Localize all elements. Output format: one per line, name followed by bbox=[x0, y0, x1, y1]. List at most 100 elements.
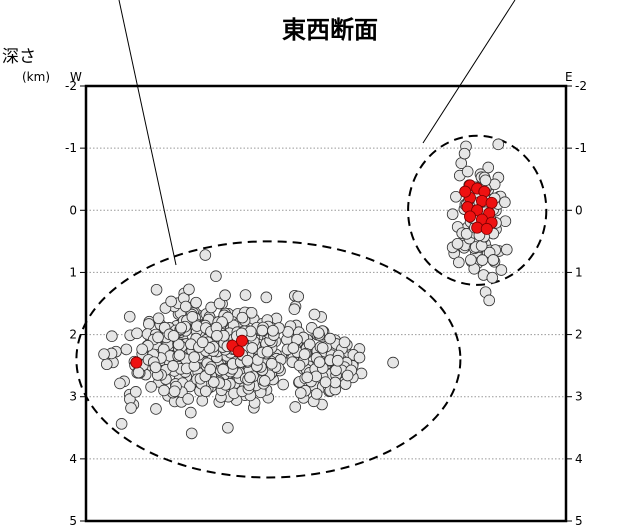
hypocenter-point bbox=[301, 371, 314, 384]
y-tick-label-left: 0 bbox=[69, 203, 77, 217]
hypocenter-point bbox=[167, 330, 180, 342]
y-tick-label-left: -2 bbox=[65, 79, 77, 93]
hypocenter-point bbox=[245, 306, 258, 319]
hypocenter-point bbox=[353, 351, 366, 364]
hypocenter-point bbox=[190, 296, 202, 309]
y-tick-label-right: -1 bbox=[575, 141, 587, 155]
y-tick-label-left: 3 bbox=[69, 390, 77, 404]
hypocenter-point bbox=[246, 342, 259, 354]
depth-label: 深さ bbox=[2, 47, 36, 67]
hypocenter-point bbox=[167, 360, 179, 372]
hypocenter-point bbox=[298, 348, 311, 361]
hypocenter-point bbox=[341, 369, 354, 382]
hypocenter-point bbox=[204, 363, 216, 376]
highlighted-hypocenter-point bbox=[480, 222, 493, 235]
hypocenter-point bbox=[210, 270, 222, 283]
hypocenter-point bbox=[487, 254, 500, 266]
hypocenter-point bbox=[186, 311, 199, 323]
hypocenter-point bbox=[120, 343, 133, 356]
hypocenter-point bbox=[261, 345, 274, 358]
hypocenter-point bbox=[267, 324, 279, 337]
hypocenter-point bbox=[313, 356, 326, 368]
hypocenter-point bbox=[115, 418, 128, 430]
y-tick-label-right: 0 bbox=[575, 203, 583, 217]
cluster-outline-ellipse bbox=[75, 240, 462, 479]
hypocenter-point bbox=[330, 364, 342, 377]
y-tick-label-right: 3 bbox=[575, 390, 583, 404]
hypocenter-points bbox=[98, 138, 513, 440]
tick-labels: -2 -2 -1 -1 0 0 1 1 2 2 3 3 4 4 5 5 bbox=[65, 79, 587, 528]
highlighted-hypocenter-point bbox=[459, 185, 472, 198]
hypocenter-point bbox=[479, 174, 492, 187]
hypocenter-point bbox=[277, 378, 290, 391]
hypocenter-point bbox=[114, 377, 126, 390]
hypocenter-point bbox=[219, 289, 231, 302]
hypocenter-point bbox=[451, 237, 464, 250]
hypocenter-point bbox=[461, 165, 474, 178]
highlighted-hypocenter-point bbox=[463, 210, 476, 223]
hypocenter-point bbox=[486, 271, 499, 284]
y-tick-label-right: 1 bbox=[575, 265, 583, 279]
hypocenter-point bbox=[239, 289, 252, 301]
hypocenter-point bbox=[465, 254, 477, 266]
hypocenter-point bbox=[387, 356, 399, 369]
hypocenter-point bbox=[150, 403, 162, 415]
y-tick-label-right: 5 bbox=[575, 514, 583, 528]
hypocenter-point bbox=[316, 342, 329, 354]
hypocenter-point bbox=[100, 358, 113, 371]
hypocenter-point bbox=[213, 297, 226, 310]
hypocenter-point bbox=[287, 342, 300, 354]
y-tick-label-left: 5 bbox=[69, 514, 77, 528]
hypocenter-point bbox=[150, 283, 163, 296]
hypocenter-point bbox=[458, 147, 471, 160]
hypocenter-point bbox=[143, 318, 155, 330]
highlighted-hypocenter-point bbox=[130, 356, 143, 369]
y-tick-label-right: 2 bbox=[575, 328, 583, 342]
hypocenter-point bbox=[482, 161, 495, 174]
hypocenter-point bbox=[132, 366, 145, 379]
hypocenter-point bbox=[175, 322, 188, 334]
hypocenter-point bbox=[123, 310, 136, 323]
hypocenter-point bbox=[289, 401, 302, 413]
hypocenter-point bbox=[499, 215, 512, 227]
y-tick-label-right: 4 bbox=[575, 452, 583, 466]
leader-line-left bbox=[118, 0, 177, 266]
hypocenter-point bbox=[168, 385, 181, 398]
hypocenter-point bbox=[183, 283, 195, 296]
hypocenter-point bbox=[476, 254, 489, 266]
hypocenter-point bbox=[145, 381, 157, 393]
hypocenter-point bbox=[312, 327, 325, 339]
hypocenter-point bbox=[446, 208, 459, 221]
east-label: E bbox=[565, 70, 573, 84]
hypocenter-point bbox=[329, 376, 342, 389]
hypocenter-point bbox=[182, 393, 194, 405]
annotation-layer bbox=[75, 134, 548, 479]
highlighted-hypocenter-point bbox=[235, 334, 248, 347]
hypocenter-point bbox=[152, 312, 165, 325]
hypocenter-point bbox=[324, 332, 336, 345]
highlighted-hypocenter-point bbox=[232, 345, 245, 358]
hypocenter-point bbox=[495, 264, 508, 276]
hypocenter-point bbox=[500, 243, 513, 256]
leader-line-right bbox=[422, 0, 516, 144]
hypocenter-point bbox=[185, 427, 198, 440]
hypocenter-point bbox=[293, 359, 306, 372]
y-tick-label-left: 1 bbox=[69, 265, 77, 279]
hypocenter-point bbox=[499, 196, 511, 208]
hypocenter-point bbox=[294, 387, 307, 399]
hypocenter-point bbox=[106, 330, 118, 342]
y-tick-label-left: 2 bbox=[69, 328, 77, 342]
hypocenter-point bbox=[241, 354, 254, 367]
hypocenter-point bbox=[288, 303, 301, 316]
hypocenter-point bbox=[492, 138, 505, 151]
unit-label: (km) bbox=[22, 70, 50, 84]
hypocenter-point bbox=[338, 336, 351, 349]
hypocenter-point bbox=[211, 329, 223, 342]
plot-frame bbox=[84, 84, 568, 523]
chart-title: 東西断面 bbox=[282, 16, 378, 44]
hypocenter-point bbox=[292, 290, 305, 303]
hypocenter-point bbox=[179, 300, 192, 313]
hypocenter-point bbox=[158, 384, 170, 397]
hypocenter-point bbox=[172, 338, 185, 351]
